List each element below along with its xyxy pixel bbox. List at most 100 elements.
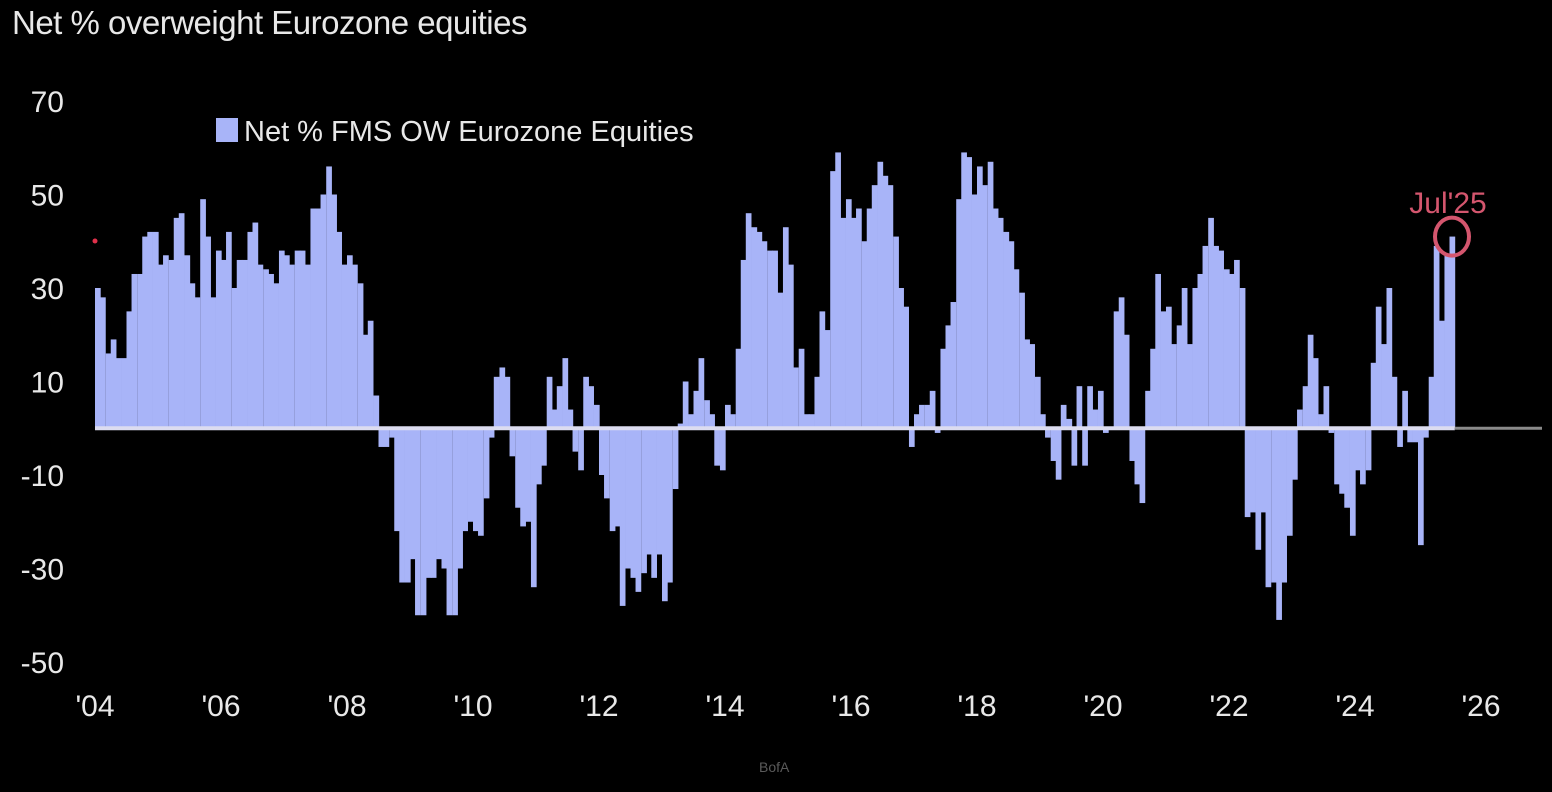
bar — [698, 358, 705, 429]
legend-label: Net % FMS OW Eurozone Equities — [244, 116, 694, 148]
bar — [808, 414, 815, 429]
bar — [493, 376, 500, 429]
bar — [473, 428, 479, 532]
bar — [1087, 386, 1093, 429]
bar — [803, 414, 810, 429]
bar — [898, 288, 904, 429]
source-label: BofA — [759, 759, 790, 775]
bar — [389, 428, 395, 438]
bar — [667, 428, 673, 583]
bar — [488, 428, 495, 438]
bar — [142, 236, 148, 429]
x-tick-label: '08 — [327, 690, 366, 723]
bar — [499, 367, 506, 429]
bar — [1276, 428, 1282, 620]
bar — [315, 208, 322, 429]
bar — [1013, 269, 1020, 429]
bar — [1155, 273, 1161, 429]
bar — [1166, 306, 1172, 429]
bar — [373, 395, 380, 429]
bar — [504, 376, 511, 429]
bar — [367, 320, 374, 429]
bar — [1397, 428, 1403, 447]
bar — [903, 306, 909, 429]
bar — [110, 339, 117, 429]
bar — [152, 231, 159, 429]
bar — [394, 428, 400, 532]
bar — [1092, 409, 1098, 429]
bar — [430, 428, 437, 578]
bar — [1365, 428, 1372, 471]
bar — [840, 217, 846, 429]
bar — [1197, 273, 1204, 429]
bar — [541, 428, 547, 466]
bar — [1082, 428, 1088, 466]
bar — [924, 404, 931, 429]
legend: Net % FMS OW Eurozone Equities — [216, 116, 694, 148]
bar — [814, 376, 821, 429]
bar — [1297, 409, 1303, 429]
bar — [215, 250, 222, 429]
bar — [835, 152, 841, 429]
x-tick-label: '18 — [957, 690, 996, 723]
bar — [1260, 428, 1267, 513]
bar — [851, 217, 857, 429]
bar — [147, 231, 153, 429]
bar — [1103, 428, 1109, 433]
bar — [1145, 390, 1151, 429]
bar — [1444, 255, 1451, 429]
bar — [614, 428, 621, 527]
bar — [1071, 428, 1078, 466]
bar — [310, 208, 317, 429]
bar — [1423, 428, 1429, 438]
bar — [599, 428, 605, 475]
bar — [887, 185, 894, 429]
bar — [194, 297, 201, 429]
bar — [341, 264, 348, 429]
bar — [635, 428, 642, 592]
bar — [987, 161, 994, 429]
bar — [588, 386, 594, 429]
bar — [1407, 428, 1413, 443]
bar — [1097, 390, 1104, 429]
bar — [462, 428, 468, 532]
bar — [877, 161, 884, 429]
bar — [1418, 428, 1424, 546]
x-tick-label: '16 — [831, 690, 870, 723]
bar — [578, 428, 584, 471]
y-axis-ticks: 70 50 30 10 -10 -30 -50 — [21, 86, 64, 680]
bar — [1118, 297, 1125, 429]
bar — [530, 428, 537, 588]
bar — [247, 231, 254, 429]
bar — [378, 428, 385, 447]
bar — [1334, 428, 1340, 485]
bar — [1029, 344, 1035, 429]
bar — [961, 152, 967, 429]
bar — [1449, 236, 1456, 429]
chart-title: Net % overweight Eurozone equities — [12, 4, 527, 41]
bar — [1181, 288, 1188, 429]
bar — [1386, 288, 1393, 429]
bar — [572, 428, 579, 452]
bar — [1019, 292, 1025, 429]
bar — [331, 194, 337, 429]
bar — [956, 199, 962, 429]
bar — [121, 358, 128, 429]
bar — [567, 409, 574, 429]
bar — [1218, 250, 1224, 429]
bar — [137, 273, 143, 429]
bar — [231, 288, 238, 429]
bar — [1113, 311, 1120, 429]
bars-group — [95, 152, 1456, 620]
bar — [1208, 217, 1214, 429]
bar — [1402, 390, 1408, 429]
bar — [562, 358, 569, 429]
bar — [383, 428, 390, 447]
bar — [1433, 245, 1440, 429]
bar — [1391, 376, 1398, 429]
bar — [1186, 344, 1193, 429]
bar — [735, 348, 742, 429]
bar — [1123, 334, 1130, 429]
bar — [457, 428, 463, 569]
bar — [934, 428, 941, 433]
